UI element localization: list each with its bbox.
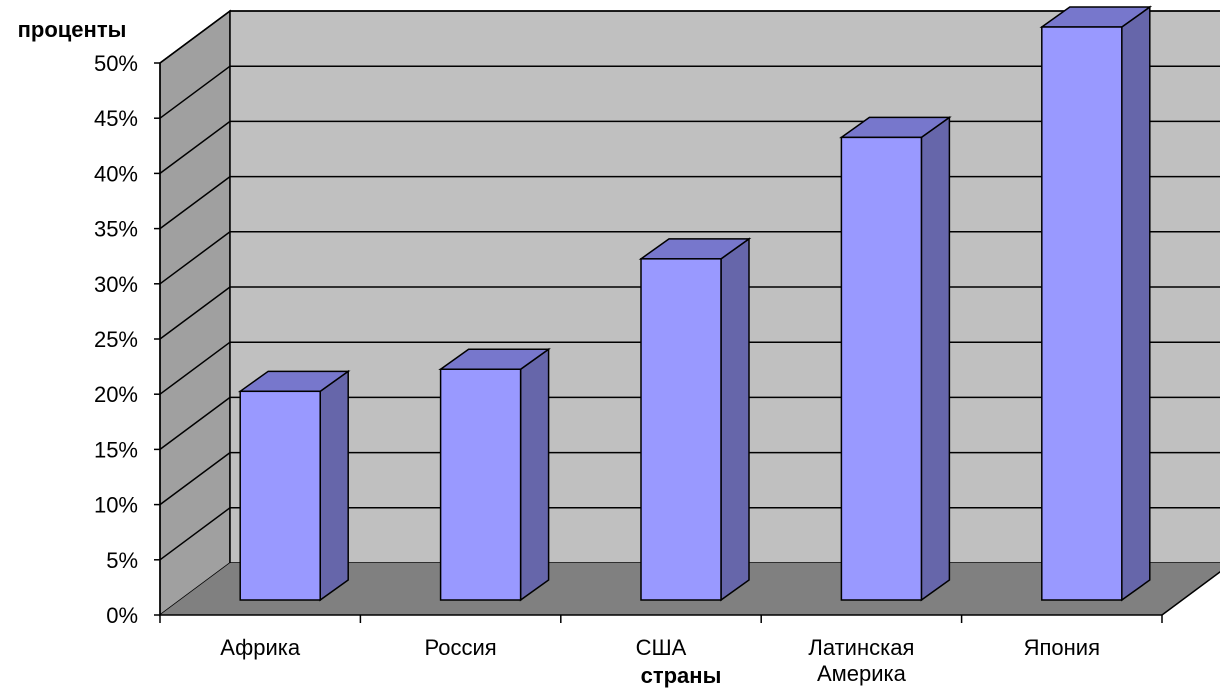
bar-side [519,347,550,602]
bar-front [840,136,923,601]
bars [237,5,1153,602]
y-tick-label: 5% [106,548,138,573]
bar-front [439,368,522,601]
y-axis-title: проценты [18,17,127,42]
y-tick-label: 25% [94,327,138,352]
x-axis-title: страны [641,663,722,688]
bar [237,369,351,602]
y-tick-label: 20% [94,382,138,407]
y-tick-label: 10% [94,493,138,518]
bar-side [1121,5,1151,602]
y-tick-label: 0% [106,603,138,628]
bar-front [1041,26,1123,601]
bar-side [720,237,750,602]
bar [438,347,551,602]
y-tick-label: 50% [94,51,138,76]
bar-front [239,390,321,601]
x-tick-label: Латинская Америка [808,635,914,686]
x-tick-label: Россия [425,635,497,660]
y-tick-label: 45% [94,106,138,131]
x-tick-label: Африка [220,635,301,660]
bar-side [319,369,349,602]
gridline [159,65,1220,119]
y-tick-label: 30% [94,272,138,297]
y-tick-label: 35% [94,217,138,242]
y-tick-label: 40% [94,161,138,186]
y-tick-label: 15% [94,437,138,462]
bar [638,237,752,602]
x-axis: Африка Россия США Латинская Америка Япония [159,570,1220,686]
bar [1039,5,1153,602]
x-tick-label: Япония [1024,635,1100,660]
x-tick-label: США [636,635,687,660]
bar-side [920,115,951,602]
bar [839,115,952,602]
floor-edge [1161,570,1220,616]
bar-front [640,258,722,601]
gridline [159,10,1220,64]
y-axis: 0% 5% 10% 15% 20% 25% 30% 35% 40% 45% 50% [94,51,161,628]
